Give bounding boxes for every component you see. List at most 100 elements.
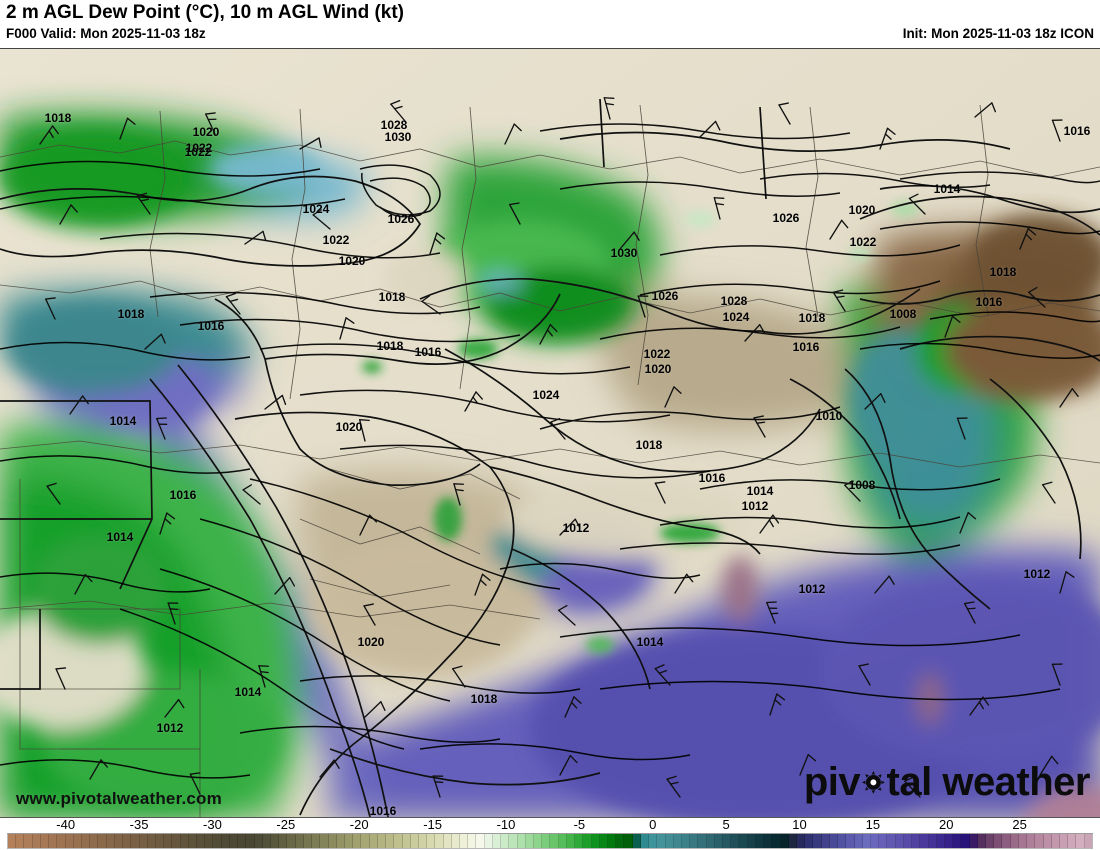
colorbar-cell <box>131 834 140 848</box>
map-canvas[interactable]: 1018 1022 1020 1024 1022 1020 1026 1028 1030 1018… <box>0 48 1100 818</box>
isobar-label: 1012 <box>741 499 769 513</box>
isobar-label: 1030 <box>610 246 638 260</box>
colorbar-cell <box>525 834 534 848</box>
colorbar-cell <box>838 834 847 848</box>
colorbar-tick: 5 <box>722 817 730 832</box>
colorbar-cell <box>427 834 436 848</box>
isobar-label: 1018 <box>378 290 406 304</box>
gear-icon <box>861 770 886 795</box>
colorbar-gradient[interactable] <box>7 833 1093 849</box>
colorbar-cell <box>1068 834 1077 848</box>
isobar-layer <box>0 123 1100 779</box>
colorbar-cell <box>591 834 600 848</box>
colorbar-cell <box>32 834 41 848</box>
colorbar-tick: 20 <box>939 817 954 832</box>
pivotal-weather-logo: piv tal weather <box>803 760 1091 805</box>
colorbar-cell <box>829 834 839 848</box>
isobar-label: 1014 <box>933 182 961 196</box>
colorbar-cell <box>271 834 280 848</box>
colorbar-cell <box>435 834 444 848</box>
isobar-label: 1028 <box>380 118 408 132</box>
colorbar-cell <box>854 834 863 848</box>
colorbar-cell <box>887 834 896 848</box>
isobar-label: 1026 <box>387 212 415 226</box>
colorbar-cell <box>361 834 370 848</box>
colorbar-cell <box>632 834 641 848</box>
colorbar-cell <box>197 834 206 848</box>
colorbar-cell <box>797 834 806 848</box>
colorbar-cell <box>509 834 518 848</box>
colorbar-cell <box>238 834 247 848</box>
colorbar-cell <box>295 834 304 848</box>
colorbar-cell <box>534 834 543 848</box>
isobar-label: 1020 <box>335 420 363 434</box>
isobar-labels: 1018 1022 1020 1024 1022 1020 1026 1028 1030 1018… <box>0 49 1100 818</box>
colorbar-cell <box>328 834 337 848</box>
colorbar-cell <box>484 834 493 848</box>
colorbar-cell <box>180 834 189 848</box>
isobar-label: 1030 <box>384 130 412 144</box>
colorbar-cell <box>764 834 773 848</box>
colorbar-cell <box>755 834 765 848</box>
colorbar-cell <box>410 834 419 848</box>
isobar-label: 1016 <box>369 804 397 818</box>
colorbar-cell <box>599 834 608 848</box>
colorbar-cell <box>369 834 378 848</box>
colorbar-cell <box>690 834 699 848</box>
isobar-label: 1022 <box>185 141 213 155</box>
isobar-label: 1022 <box>184 145 212 159</box>
colorbar-cell <box>928 834 937 848</box>
isobar-label: 1016 <box>975 295 1003 309</box>
isobar-label: 1018 <box>635 438 663 452</box>
colorbar-cell <box>213 834 222 848</box>
isobar-label: 1014 <box>109 414 137 428</box>
isobar-label: 1014 <box>106 530 134 544</box>
isobar-label: 1020 <box>357 635 385 649</box>
page-title: 2 m AGL Dew Point (°C), 10 m AGL Wind (k… <box>6 2 405 23</box>
colorbar-cell <box>402 834 411 848</box>
colorbar-cell <box>870 834 880 848</box>
isobar-label: 1022 <box>849 235 877 249</box>
colorbar-cell <box>139 834 148 848</box>
colorbar-cell <box>936 834 945 848</box>
colorbar-cell <box>920 834 929 848</box>
colorbar-cell <box>386 834 395 848</box>
colorbar-cell <box>1027 834 1036 848</box>
colorbar-cell <box>1076 834 1085 848</box>
colorbar-cell <box>1002 834 1011 848</box>
colorbar-cell <box>336 834 345 848</box>
colorbar-cell <box>377 834 387 848</box>
colorbar-cell <box>501 834 510 848</box>
logo-text-pre: piv <box>803 760 861 804</box>
isobar-label: 1022 <box>322 233 350 247</box>
colorbar-tick: 10 <box>792 817 807 832</box>
colorbar-cell <box>879 834 888 848</box>
colorbar-cell <box>16 834 25 848</box>
colorbar-cell <box>566 834 576 848</box>
colorbar-cell <box>344 834 354 848</box>
isobar-label: 1018 <box>470 692 498 706</box>
colorbar-cell <box>640 834 650 848</box>
colorbar-cell <box>262 834 271 848</box>
colorbar[interactable]: -40 -35 -30 -25 -20 -15 -10 -5 0 5 10 15 20 25 <box>0 817 1100 850</box>
colorbar-cell <box>49 834 58 848</box>
isobar-label: 1016 <box>414 345 442 359</box>
colorbar-cell <box>353 834 362 848</box>
colorbar-tick: -5 <box>573 817 586 832</box>
colorbar-cell <box>862 834 871 848</box>
colorbar-cell <box>8 834 17 848</box>
isobar-label: 1020 <box>848 203 876 217</box>
colorbar-cell <box>969 834 978 848</box>
colorbar-cell <box>492 834 502 848</box>
dewpoint-field <box>0 49 1100 817</box>
isobar-label: 1012 <box>798 582 826 596</box>
isobar-label: 1018 <box>117 307 145 321</box>
colorbar-cell <box>172 834 181 848</box>
site-url-watermark: www.pivotalweather.com <box>16 789 222 808</box>
colorbar-cell <box>57 834 66 848</box>
colorbar-cell <box>188 834 198 848</box>
valid-time-label: F000 Valid: Mon 2025-11-03 18z <box>6 26 206 41</box>
colorbar-cell <box>229 834 239 848</box>
colorbar-cell <box>221 834 230 848</box>
